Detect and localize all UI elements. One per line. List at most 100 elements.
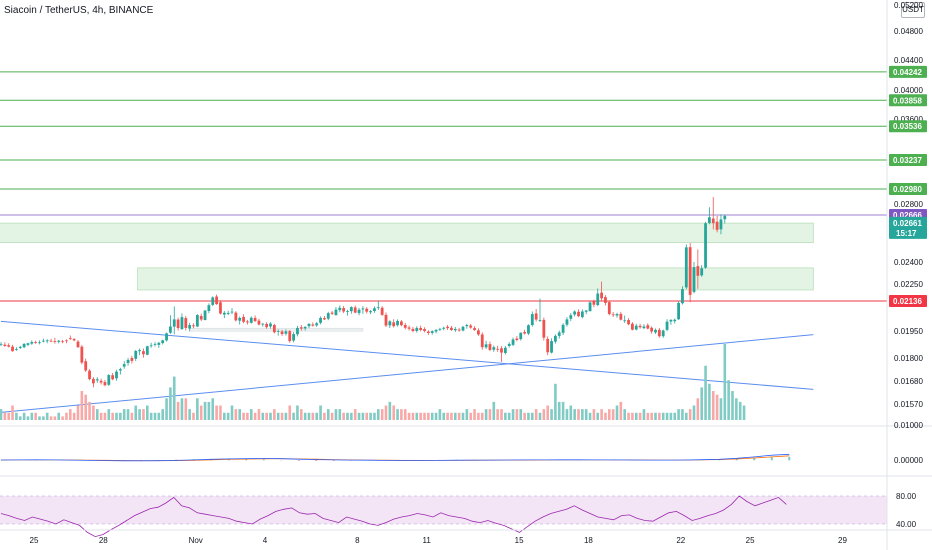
candle-body [700,268,704,276]
time-axis-label: 15 [515,536,524,545]
level-price-tag-label: 0.02136 [893,297,922,306]
candle-body [450,327,453,331]
volume-bar [523,412,526,420]
candle-body [261,323,265,325]
volume-bar [261,412,265,420]
volume-bar [142,409,145,420]
macd-histogram-bar [245,459,248,461]
chart-title: Siacoin / TetherUS, 4h, BINANCE [4,5,154,16]
volume-bar [242,412,245,420]
volume-bar [280,412,284,420]
volume-bar [0,409,3,420]
candle-body [419,327,423,331]
candle-body [61,341,64,343]
volume-bar [673,412,677,420]
candle-body [269,323,272,327]
time-axis-label: 4 [263,536,268,545]
volume-bar [172,376,176,420]
volume-bar [45,412,49,420]
candle-body [631,323,634,330]
volume-bar [219,405,222,420]
candle-body [430,331,434,333]
candle-body [342,308,346,312]
candle-body [184,318,188,328]
volume-bar [715,394,719,420]
volume-bar [296,405,299,420]
candle-body [222,312,226,315]
volume-bar [504,412,507,420]
volume-bar [696,398,700,420]
candle-body [588,302,592,312]
candle-body [253,317,257,321]
candle-body [719,219,723,230]
candle-body [565,319,569,325]
volume-bar [403,409,407,420]
volume-bar [88,401,91,420]
volume-bar [111,412,114,420]
candle-body [411,328,415,331]
candles-layer [0,197,727,388]
candle-body [615,314,619,316]
candle-body [76,341,80,348]
volume-bar [369,412,372,420]
time-axis-label: 8 [355,536,360,545]
level-price-tag-label: 0.03858 [893,96,922,105]
volume-bar [357,412,361,420]
trendlines-layer [0,320,814,413]
candle-body [272,325,276,333]
price-axis-label: 0.01570 [894,400,923,409]
candle-body [326,313,330,319]
volume-bar [688,409,692,420]
price-axis-label: 0.02800 [894,200,923,209]
volume-bar [407,412,411,420]
candle-body [438,328,442,330]
volume-bar [84,394,87,420]
volume-bar [265,412,268,420]
volume-bar [561,401,565,420]
price-axis-label: 0.02250 [894,280,923,289]
volume-bar [738,401,742,420]
currency-badge[interactable]: USDT [901,2,925,18]
price-axis-label: 0.05200 [894,1,923,10]
volume-bar [419,412,422,420]
volume-bar [742,405,746,420]
candle-body [542,319,546,338]
volume-bar [469,412,472,420]
candle-body [284,331,288,334]
candle-body [434,329,438,332]
candle-body [165,333,168,341]
volume-bar [484,409,488,420]
volume-bar [457,412,461,420]
volume-bar [546,405,549,420]
candle-body [15,349,18,350]
volume-bar [342,412,345,420]
candle-body [580,311,584,318]
volume-bar [604,412,607,420]
volume-bar [631,412,634,420]
volume-bar [223,412,226,420]
candle-body [376,307,380,309]
volume-bar [446,412,449,420]
price-tags-layer: 0.04242 0.03858 0.03536 0.03237 0.02980 0.021… [889,65,927,307]
volume-bar [423,412,426,420]
volume-bar [515,409,519,420]
candle-body [303,326,307,329]
candle-body [257,320,261,325]
volume-bar [519,409,523,420]
volume-bar [346,412,349,420]
rsi-axis-label: 40.00 [896,520,917,529]
level-price-tag-label: 0.04242 [893,68,922,77]
candle-body [665,321,669,330]
rsi-line [0,495,787,538]
volume-bar [350,412,353,420]
volume-bar [365,412,369,420]
volume-bar [658,412,661,420]
volume-bar [307,412,311,420]
volume-bar [276,412,280,420]
volume-bar [388,401,392,420]
candle-body [26,343,30,345]
macd-histogram-bar [788,456,791,461]
volume-bar [550,409,553,420]
candle-body [684,247,688,288]
